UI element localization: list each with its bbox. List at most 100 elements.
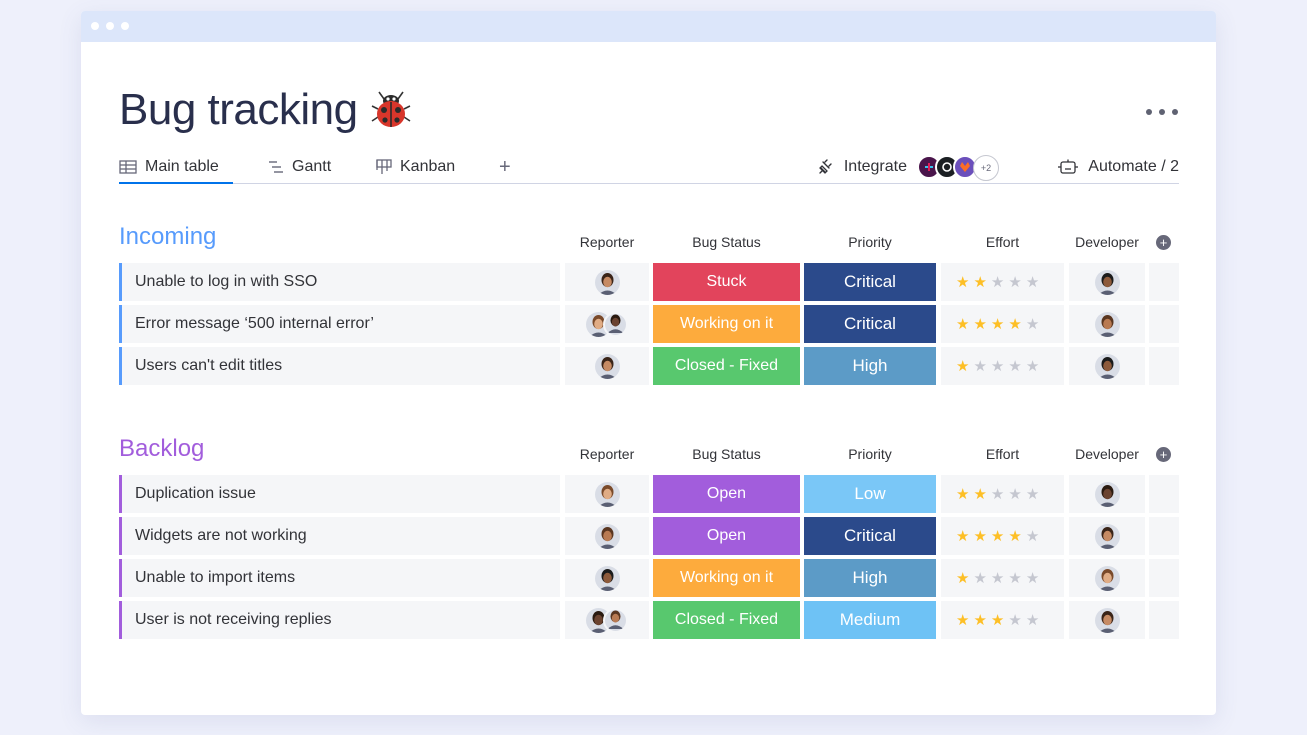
star-filled-icon[interactable]: ★ bbox=[956, 611, 970, 629]
avatar[interactable] bbox=[1094, 565, 1120, 591]
integration-apps[interactable]: +2 bbox=[917, 155, 999, 181]
reporter-cell[interactable] bbox=[565, 475, 649, 513]
priority-cell[interactable]: Critical bbox=[804, 263, 936, 301]
star-filled-icon[interactable]: ★ bbox=[956, 315, 970, 333]
bug-status-cell[interactable]: Closed - Fixed bbox=[653, 347, 800, 385]
priority-cell[interactable]: High bbox=[804, 347, 936, 385]
star-filled-icon[interactable]: ★ bbox=[956, 485, 970, 503]
star-empty-icon[interactable]: ★ bbox=[973, 569, 987, 587]
item-name-cell[interactable]: User is not receiving replies bbox=[119, 601, 560, 639]
column-header-priority[interactable]: Priority bbox=[848, 446, 892, 462]
group-title[interactable]: Backlog bbox=[119, 435, 205, 462]
column-header-bug-status[interactable]: Bug Status bbox=[692, 234, 761, 250]
star-empty-icon[interactable]: ★ bbox=[990, 569, 1005, 587]
bug-status-cell[interactable]: Stuck bbox=[653, 263, 800, 301]
avatar[interactable] bbox=[1094, 607, 1120, 633]
tab-kanban[interactable]: Kanban bbox=[376, 151, 455, 183]
reporter-cell[interactable] bbox=[565, 347, 649, 385]
avatar[interactable] bbox=[603, 311, 628, 337]
effort-rating[interactable]: ★ ★ ★ ★ ★ bbox=[941, 601, 1064, 639]
reporter-cell[interactable] bbox=[565, 305, 649, 343]
star-empty-icon[interactable]: ★ bbox=[1025, 273, 1040, 291]
column-header-developer[interactable]: Developer bbox=[1075, 446, 1139, 462]
star-filled-icon[interactable]: ★ bbox=[956, 527, 970, 545]
star-empty-icon[interactable]: ★ bbox=[1008, 357, 1022, 375]
star-filled-icon[interactable]: ★ bbox=[973, 273, 987, 291]
star-empty-icon[interactable]: ★ bbox=[1008, 273, 1022, 291]
star-empty-icon[interactable]: ★ bbox=[1008, 611, 1022, 629]
effort-rating[interactable]: ★ ★ ★ ★ ★ bbox=[941, 517, 1064, 555]
table-row[interactable]: Unable to import items Working on it Hig… bbox=[119, 559, 1179, 597]
column-header-reporter[interactable]: Reporter bbox=[579, 234, 635, 250]
effort-rating[interactable]: ★ ★ ★ ★ ★ bbox=[941, 475, 1064, 513]
more-options-button[interactable] bbox=[1146, 104, 1178, 120]
column-header-effort[interactable]: Effort bbox=[985, 234, 1020, 250]
star-empty-icon[interactable]: ★ bbox=[1025, 485, 1040, 503]
reporter-cell[interactable] bbox=[565, 263, 649, 301]
effort-rating[interactable]: ★ ★ ★ ★ ★ bbox=[941, 305, 1064, 343]
priority-cell[interactable]: Medium bbox=[804, 601, 936, 639]
star-empty-icon[interactable]: ★ bbox=[1008, 569, 1022, 587]
avatar[interactable] bbox=[594, 353, 620, 379]
item-name-cell[interactable]: Users can't edit titles bbox=[119, 347, 560, 385]
developer-cell[interactable] bbox=[1069, 559, 1145, 597]
group-title[interactable]: Incoming bbox=[119, 223, 217, 250]
item-name-cell[interactable]: Unable to import items bbox=[119, 559, 560, 597]
table-row[interactable]: Unable to log in with SSO Stuck Critical… bbox=[119, 263, 1179, 301]
star-empty-icon[interactable]: ★ bbox=[990, 273, 1005, 291]
reporter-cell[interactable] bbox=[565, 517, 649, 555]
star-filled-icon[interactable]: ★ bbox=[973, 315, 987, 333]
star-empty-icon[interactable]: ★ bbox=[1025, 569, 1040, 587]
avatar[interactable] bbox=[1094, 353, 1120, 379]
bug-status-cell[interactable]: Working on it bbox=[653, 305, 800, 343]
column-header-priority[interactable]: Priority bbox=[848, 234, 892, 250]
avatar-group[interactable] bbox=[586, 311, 628, 337]
tab-main-table[interactable]: Main table bbox=[119, 151, 233, 184]
column-header-developer[interactable]: Developer bbox=[1075, 234, 1139, 250]
star-empty-icon[interactable]: ★ bbox=[1025, 611, 1040, 629]
bug-status-cell[interactable]: Closed - Fixed bbox=[653, 601, 800, 639]
star-empty-icon[interactable]: ★ bbox=[973, 357, 987, 375]
priority-cell[interactable]: High bbox=[804, 559, 936, 597]
star-filled-icon[interactable]: ★ bbox=[973, 527, 987, 545]
column-header-bug-status[interactable]: Bug Status bbox=[692, 446, 761, 462]
item-name-cell[interactable]: Error message ‘500 internal error’ bbox=[119, 305, 560, 343]
star-filled-icon[interactable]: ★ bbox=[990, 527, 1005, 545]
add-column-button[interactable]: + bbox=[1156, 235, 1171, 250]
reporter-cell[interactable] bbox=[565, 559, 649, 597]
effort-rating[interactable]: ★ ★ ★ ★ ★ bbox=[941, 263, 1064, 301]
effort-rating[interactable]: ★ ★ ★ ★ ★ bbox=[941, 347, 1064, 385]
priority-cell[interactable]: Critical bbox=[804, 305, 936, 343]
priority-cell[interactable]: Low bbox=[804, 475, 936, 513]
item-name-cell[interactable]: Widgets are not working bbox=[119, 517, 560, 555]
effort-rating[interactable]: ★ ★ ★ ★ ★ bbox=[941, 559, 1064, 597]
table-row[interactable]: Users can't edit titles Closed - Fixed H… bbox=[119, 347, 1179, 385]
avatar[interactable] bbox=[1094, 481, 1120, 507]
star-filled-icon[interactable]: ★ bbox=[1008, 315, 1022, 333]
avatar[interactable] bbox=[603, 607, 628, 633]
avatar[interactable] bbox=[594, 565, 620, 591]
item-name-cell[interactable]: Unable to log in with SSO bbox=[119, 263, 560, 301]
table-row[interactable]: Duplication issue Open Low ★ ★ ★ ★ ★ bbox=[119, 475, 1179, 513]
tab-gantt[interactable]: Gantt bbox=[268, 151, 331, 183]
star-filled-icon[interactable]: ★ bbox=[956, 569, 970, 587]
column-header-reporter[interactable]: Reporter bbox=[579, 446, 635, 462]
column-header-effort[interactable]: Effort bbox=[985, 446, 1020, 462]
star-empty-icon[interactable]: ★ bbox=[1025, 357, 1040, 375]
star-empty-icon[interactable]: ★ bbox=[990, 357, 1005, 375]
priority-cell[interactable]: Critical bbox=[804, 517, 936, 555]
developer-cell[interactable] bbox=[1069, 475, 1145, 513]
star-empty-icon[interactable]: ★ bbox=[1025, 527, 1040, 545]
bug-status-cell[interactable]: Open bbox=[653, 475, 800, 513]
add-view-button[interactable]: + bbox=[499, 155, 511, 178]
star-filled-icon[interactable]: ★ bbox=[973, 611, 987, 629]
star-empty-icon[interactable]: ★ bbox=[1025, 315, 1040, 333]
avatar[interactable] bbox=[594, 523, 620, 549]
avatar[interactable] bbox=[594, 481, 620, 507]
star-filled-icon[interactable]: ★ bbox=[990, 315, 1005, 333]
star-filled-icon[interactable]: ★ bbox=[1008, 527, 1022, 545]
reporter-cell[interactable] bbox=[565, 601, 649, 639]
bug-status-cell[interactable]: Working on it bbox=[653, 559, 800, 597]
avatar-group[interactable] bbox=[586, 607, 628, 633]
star-empty-icon[interactable]: ★ bbox=[990, 485, 1005, 503]
